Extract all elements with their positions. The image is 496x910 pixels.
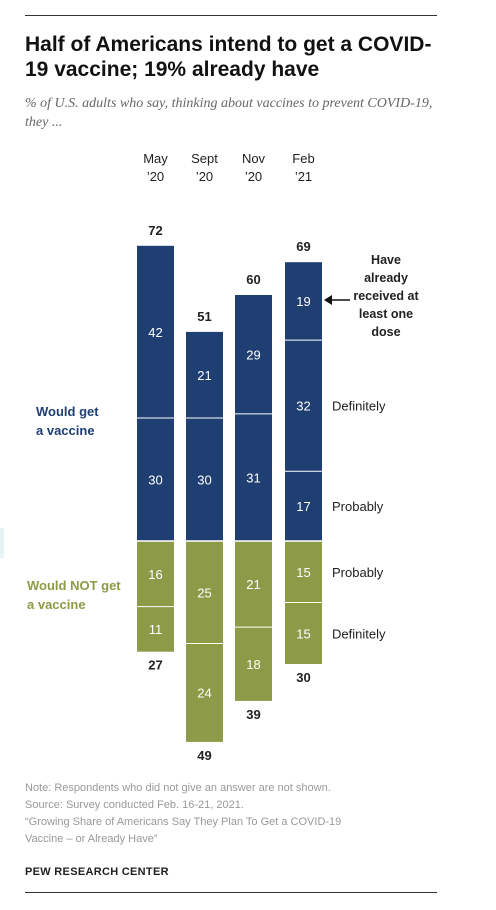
bottom-rule bbox=[25, 892, 437, 893]
already-dose-label: already bbox=[364, 271, 408, 285]
bar-get-probably bbox=[285, 471, 322, 541]
bar-not-probably-label: 15 bbox=[296, 565, 310, 580]
arrow-head bbox=[324, 295, 332, 305]
category-label: ’20 bbox=[147, 169, 164, 184]
chart: May ’20 30 42 72 16 11 27 Sept ’20 30 21 51 25 24 49 Nov… bbox=[27, 151, 419, 763]
chart-title: Half of Americans intend to get a COVID-… bbox=[25, 33, 432, 81]
bar-get-definitely-label: 42 bbox=[148, 325, 162, 340]
not-total-label: 39 bbox=[246, 707, 260, 722]
get-total-label: 72 bbox=[148, 223, 162, 238]
group-label-would-not-get: Would NOT get bbox=[27, 578, 121, 593]
get-total-label: 60 bbox=[246, 272, 260, 287]
category-label: ’21 bbox=[295, 169, 312, 184]
bar-get-definitely-label: 32 bbox=[296, 399, 310, 414]
bar-not-definitely-label: 11 bbox=[149, 622, 163, 637]
already-dose-label: Have bbox=[371, 253, 401, 267]
bar-get-definitely-label: 29 bbox=[246, 347, 260, 362]
category-label: ’20 bbox=[196, 169, 213, 184]
report-title-line-1: “Growing Share of Americans Say They Pla… bbox=[25, 816, 342, 828]
not-total-label: 30 bbox=[296, 670, 310, 685]
top-rule bbox=[25, 15, 437, 16]
bar-not-definitely-label: 18 bbox=[246, 657, 260, 672]
not-total-label: 27 bbox=[148, 658, 162, 673]
group-label-would-not-get: a vaccine bbox=[27, 597, 86, 612]
bar-get-probably bbox=[137, 418, 174, 541]
legend-not-probably: Probably bbox=[332, 565, 384, 580]
get-total-label: 51 bbox=[197, 309, 211, 324]
bar-get-probably bbox=[235, 413, 272, 541]
bar-not-definitely bbox=[285, 602, 322, 664]
bar-not-definitely bbox=[137, 606, 174, 652]
credit-text: PEW RESEARCH CENTER bbox=[25, 866, 169, 878]
bar-not-definitely bbox=[186, 643, 223, 742]
bar-get-probably-label: 31 bbox=[246, 470, 260, 485]
legend-get-definitely: Definitely bbox=[332, 399, 386, 414]
bar-get-definitely-label: 21 bbox=[197, 368, 211, 383]
category-label: May bbox=[143, 151, 168, 166]
bar-get-definitely bbox=[285, 340, 322, 472]
bar-not-probably-label: 25 bbox=[197, 585, 211, 600]
bar-not-definitely-label: 15 bbox=[296, 626, 310, 641]
bar-not-probably bbox=[235, 541, 272, 628]
bar-get-definitely bbox=[186, 331, 223, 418]
note-text: Note: Respondents who did not give an an… bbox=[25, 782, 331, 794]
not-total-label: 49 bbox=[197, 748, 211, 763]
bar-get-probably-label: 17 bbox=[296, 499, 310, 514]
bar-get-probably bbox=[186, 418, 223, 541]
get-total-label: 69 bbox=[296, 239, 310, 254]
already-dose-label: dose bbox=[371, 325, 400, 339]
already-dose-label: received at bbox=[353, 289, 419, 303]
group-label-would-get: a vaccine bbox=[36, 423, 95, 438]
category-label: Sept bbox=[191, 151, 218, 166]
bar-not-probably bbox=[285, 541, 322, 603]
legend-get-probably: Probably bbox=[332, 499, 384, 514]
legend-not-definitely: Definitely bbox=[332, 626, 386, 641]
bar-not-definitely-label: 24 bbox=[197, 686, 211, 701]
source-text: Source: Survey conducted Feb. 16-21, 202… bbox=[25, 799, 244, 811]
bar-get-already bbox=[285, 262, 322, 341]
left-accent bbox=[0, 528, 4, 558]
bar-not-probably-label: 21 bbox=[246, 577, 260, 592]
category-label: ’20 bbox=[245, 169, 262, 184]
bar-get-definitely bbox=[235, 295, 272, 414]
bar-not-definitely bbox=[235, 627, 272, 701]
bar-get-already-label: 19 bbox=[296, 294, 310, 309]
bar-get-probably-label: 30 bbox=[148, 473, 162, 488]
category-label: Feb bbox=[292, 151, 314, 166]
chart-subtitle: % of U.S. adults who say, thinking about… bbox=[25, 96, 433, 130]
already-dose-label: least one bbox=[359, 307, 413, 321]
group-label-would-get: Would get bbox=[36, 404, 99, 419]
bar-not-probably bbox=[186, 541, 223, 644]
bar-get-definitely bbox=[137, 245, 174, 418]
category-label: Nov bbox=[242, 151, 266, 166]
bar-get-probably-label: 30 bbox=[197, 473, 211, 488]
report-title-line-2: Vaccine – or Already Have” bbox=[25, 833, 158, 845]
bar-not-probably bbox=[137, 541, 174, 607]
bar-not-probably-label: 16 bbox=[148, 567, 162, 582]
